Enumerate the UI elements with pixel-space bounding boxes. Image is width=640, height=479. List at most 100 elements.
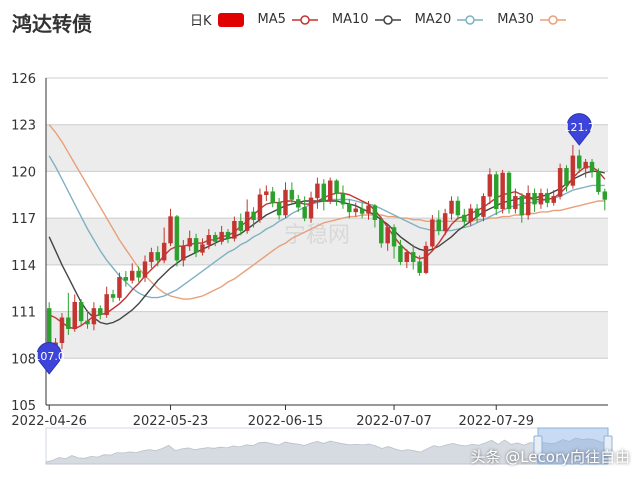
grid-band [46,124,608,172]
candle-body [545,192,550,203]
x-tick-label: 2022-04-26 [11,414,87,429]
marker-pin-max [566,113,592,146]
ma20-line [48,155,605,299]
legend-item-kline[interactable]: 日K [190,10,244,29]
grid-band [46,311,608,359]
candle-body [596,171,601,192]
candle-body [174,216,180,261]
candle-body [142,261,148,278]
candle-body [129,270,135,281]
ma10-line [48,170,605,325]
y-tick-label: 111 [11,306,36,321]
legend-label-kline: 日K [190,14,212,29]
candle-body [98,308,103,315]
y-tick-label: 117 [11,212,36,227]
marker-pin-min [36,342,62,375]
candle-body [110,294,116,298]
candle-body [66,317,71,329]
x-tick-label: 2022-07-07 [356,414,432,429]
legend-item-ma30[interactable]: MA30 [497,12,566,27]
zoom-handle-left[interactable] [533,435,543,457]
legend-item-ma5[interactable]: MA5 [258,12,318,27]
y-tick-label: 108 [11,352,36,367]
candle-body [487,174,493,197]
legend-label-ma20: MA20 [414,12,452,27]
candle-body [302,206,307,219]
candle-body [449,200,454,214]
candle-body [219,231,224,242]
candle-body [181,245,186,261]
candle-body [213,235,218,242]
y-tick-label: 105 [11,399,36,414]
candle-body [372,205,378,220]
legend-item-ma10[interactable]: MA10 [332,12,401,27]
candle-body [149,252,154,262]
candle-body [264,191,269,196]
legend-swatch-kline [217,12,244,27]
y-tick-label: 114 [11,259,36,274]
candle-body [206,235,212,245]
legend-swatch-ma20 [457,14,484,25]
candle-body [436,219,441,231]
candle-body [59,317,65,343]
ma30-line [48,124,605,300]
candle-body [276,202,282,216]
candle-body [506,172,512,210]
candle-body [410,252,416,262]
candle-body [455,200,461,216]
candle-body [353,208,358,213]
candle-body [168,216,173,244]
x-tick-label: 2022-07-29 [458,414,534,429]
candle-body [104,294,109,315]
zoom-handle-right[interactable] [603,435,613,457]
candle-body [494,174,499,210]
candle-body [577,155,582,169]
candle-body [289,189,295,200]
candle-body [200,244,205,253]
candle-body [583,161,588,169]
candle-body [155,252,160,261]
candle-body [519,196,525,216]
legend-swatch-ma5 [291,14,318,25]
candle-body [296,199,301,208]
candle-body [315,183,320,199]
candle-body [379,219,384,244]
legend-swatch-ma10 [374,14,401,25]
candle-body [564,168,569,186]
candle-body [557,168,563,197]
legend-swatch-ma30 [539,14,566,25]
candle-body [193,238,199,253]
candle-body [366,205,371,214]
candle-body [532,192,537,205]
candle-body [462,214,467,222]
candle-body [430,219,435,247]
legend-item-ma20[interactable]: MA20 [415,12,484,27]
candle-body [283,189,288,216]
candle-body [551,196,556,203]
candle-body [589,161,595,172]
candle-body [385,227,390,244]
candle-body [78,301,84,322]
legend-label-ma30: MA30 [497,12,534,27]
candle-body [602,191,608,200]
candle-body [474,208,480,217]
candle-body [232,221,237,239]
watermark-text: 头条 @Lecory向往自由 [470,448,630,466]
candle-body [117,277,122,298]
candle-body [481,196,486,217]
candle-body [334,180,339,194]
candle-body [327,180,333,202]
candle-body [423,245,429,273]
grid-band [46,218,608,265]
x-tick-label: 2022-05-23 [133,414,209,429]
candle-body [161,242,167,261]
legend-label-ma10: MA10 [331,12,369,27]
candle-body [72,301,77,329]
zoom-slider-overview [45,437,609,465]
y-tick-label: 120 [11,165,36,180]
candle-body [468,208,473,222]
candle-body [85,320,90,325]
candle-body [404,252,410,262]
candle-body [225,231,231,239]
